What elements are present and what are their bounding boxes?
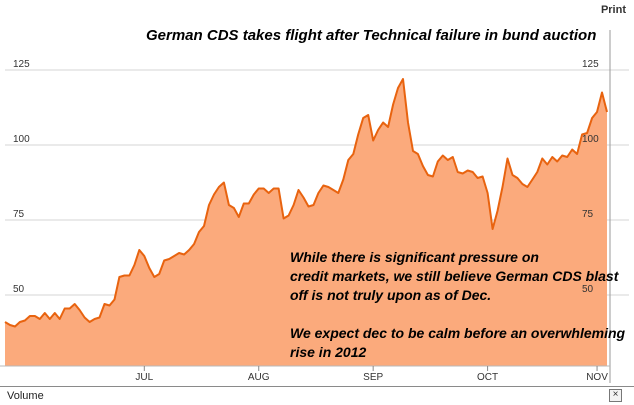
annotation-line: off is not truly upon as of Dec. bbox=[290, 287, 492, 303]
y-tick-label: 50 bbox=[582, 284, 594, 295]
series-line bbox=[4, 78, 608, 328]
y-tick-label: 75 bbox=[13, 209, 25, 220]
x-tick-label: NOV bbox=[586, 372, 608, 383]
y-tick-label: 100 bbox=[13, 134, 30, 145]
y-tick-label: 125 bbox=[13, 59, 30, 70]
print-link[interactable]: Print bbox=[600, 4, 626, 16]
y-tick-label: 100 bbox=[582, 134, 599, 145]
x-tick-label: JUL bbox=[135, 372, 153, 383]
x-axis: JUL AUG SEP OCT NOV bbox=[0, 365, 610, 383]
y-axis-right: 50 75 100 125 bbox=[582, 59, 599, 295]
annotation-line: rise in 2012 bbox=[290, 344, 367, 360]
y-tick-label: 75 bbox=[582, 209, 594, 220]
annotation-line: While there is significant pressure on bbox=[290, 249, 539, 265]
annotation-line: credit markets, we still believe German … bbox=[290, 268, 619, 284]
volume-panel: Volume × bbox=[0, 386, 634, 405]
x-tick-label: SEP bbox=[363, 372, 383, 383]
y-axis-left: 50 75 100 125 bbox=[13, 59, 30, 295]
y-tick-label: 125 bbox=[582, 59, 599, 70]
volume-close-icon[interactable]: × bbox=[609, 389, 622, 402]
y-tick-label: 50 bbox=[13, 284, 25, 295]
x-tick-label: OCT bbox=[477, 372, 498, 383]
series-layer bbox=[4, 78, 608, 366]
annotation-line: We expect dec to be calm before an overw… bbox=[290, 325, 626, 341]
chart-title: German CDS takes flight after Technical … bbox=[146, 27, 597, 44]
x-tick-label: AUG bbox=[248, 372, 270, 383]
area-fill bbox=[5, 79, 607, 366]
volume-label: Volume bbox=[7, 390, 44, 402]
